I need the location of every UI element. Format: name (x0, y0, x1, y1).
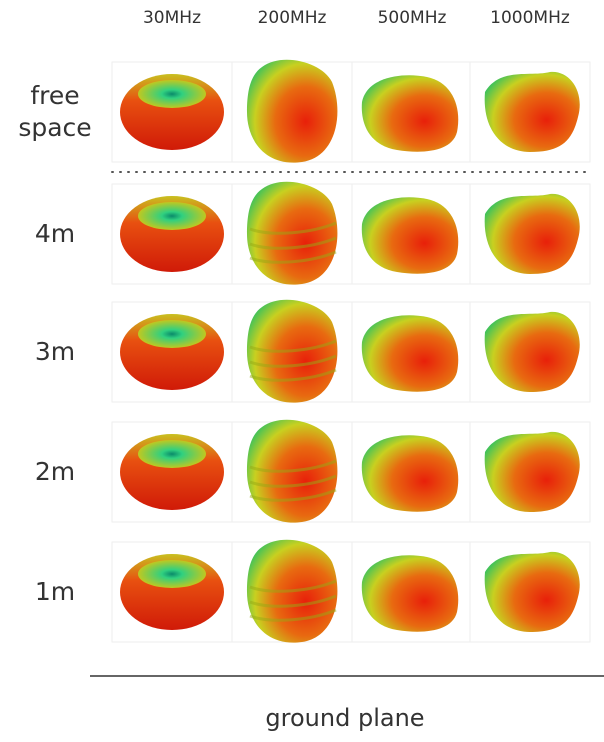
pattern-cell (232, 420, 352, 523)
torus-top (138, 202, 206, 230)
pattern-cell (112, 62, 232, 162)
pattern-cell (352, 542, 472, 642)
lobe (362, 435, 458, 511)
pattern-cell (112, 422, 232, 522)
column-header: 500MHz (352, 8, 472, 28)
pattern-cell (352, 422, 472, 522)
pattern-cell (470, 62, 590, 162)
lobe (362, 315, 458, 391)
pattern-cell (232, 300, 352, 403)
pattern-cell (232, 60, 352, 163)
column-header: 30MHz (112, 8, 232, 28)
column-header: 1000MHz (470, 8, 590, 28)
column-header: 200MHz (232, 8, 352, 28)
lobe (247, 60, 337, 163)
pattern-cell (352, 302, 472, 402)
row-label: 3m (10, 336, 100, 368)
footer-label: ground plane (200, 704, 490, 732)
pattern-cell (112, 542, 232, 642)
pattern-cell (470, 422, 590, 522)
pattern-cell (352, 62, 472, 162)
pattern-cell (232, 182, 352, 285)
row-label: 2m (10, 456, 100, 488)
pattern-cell (112, 184, 232, 284)
torus-top (138, 440, 206, 468)
pattern-cell (112, 302, 232, 402)
row-label: free space (10, 80, 100, 144)
pattern-cell (470, 184, 590, 284)
lobe (362, 75, 458, 151)
torus-top (138, 320, 206, 348)
pattern-cell (470, 542, 590, 642)
lobe (362, 197, 458, 273)
lobe (362, 555, 458, 631)
pattern-cell (352, 184, 472, 284)
row-label: 1m (10, 576, 100, 608)
torus-top (138, 560, 206, 588)
pattern-cell (232, 540, 352, 643)
figure: 30MHz200MHz500MHz1000MHz free space 4m 3m 2m… (0, 0, 604, 742)
pattern-cell (470, 302, 590, 402)
row-label: 4m (10, 218, 100, 250)
torus-top (138, 80, 206, 108)
